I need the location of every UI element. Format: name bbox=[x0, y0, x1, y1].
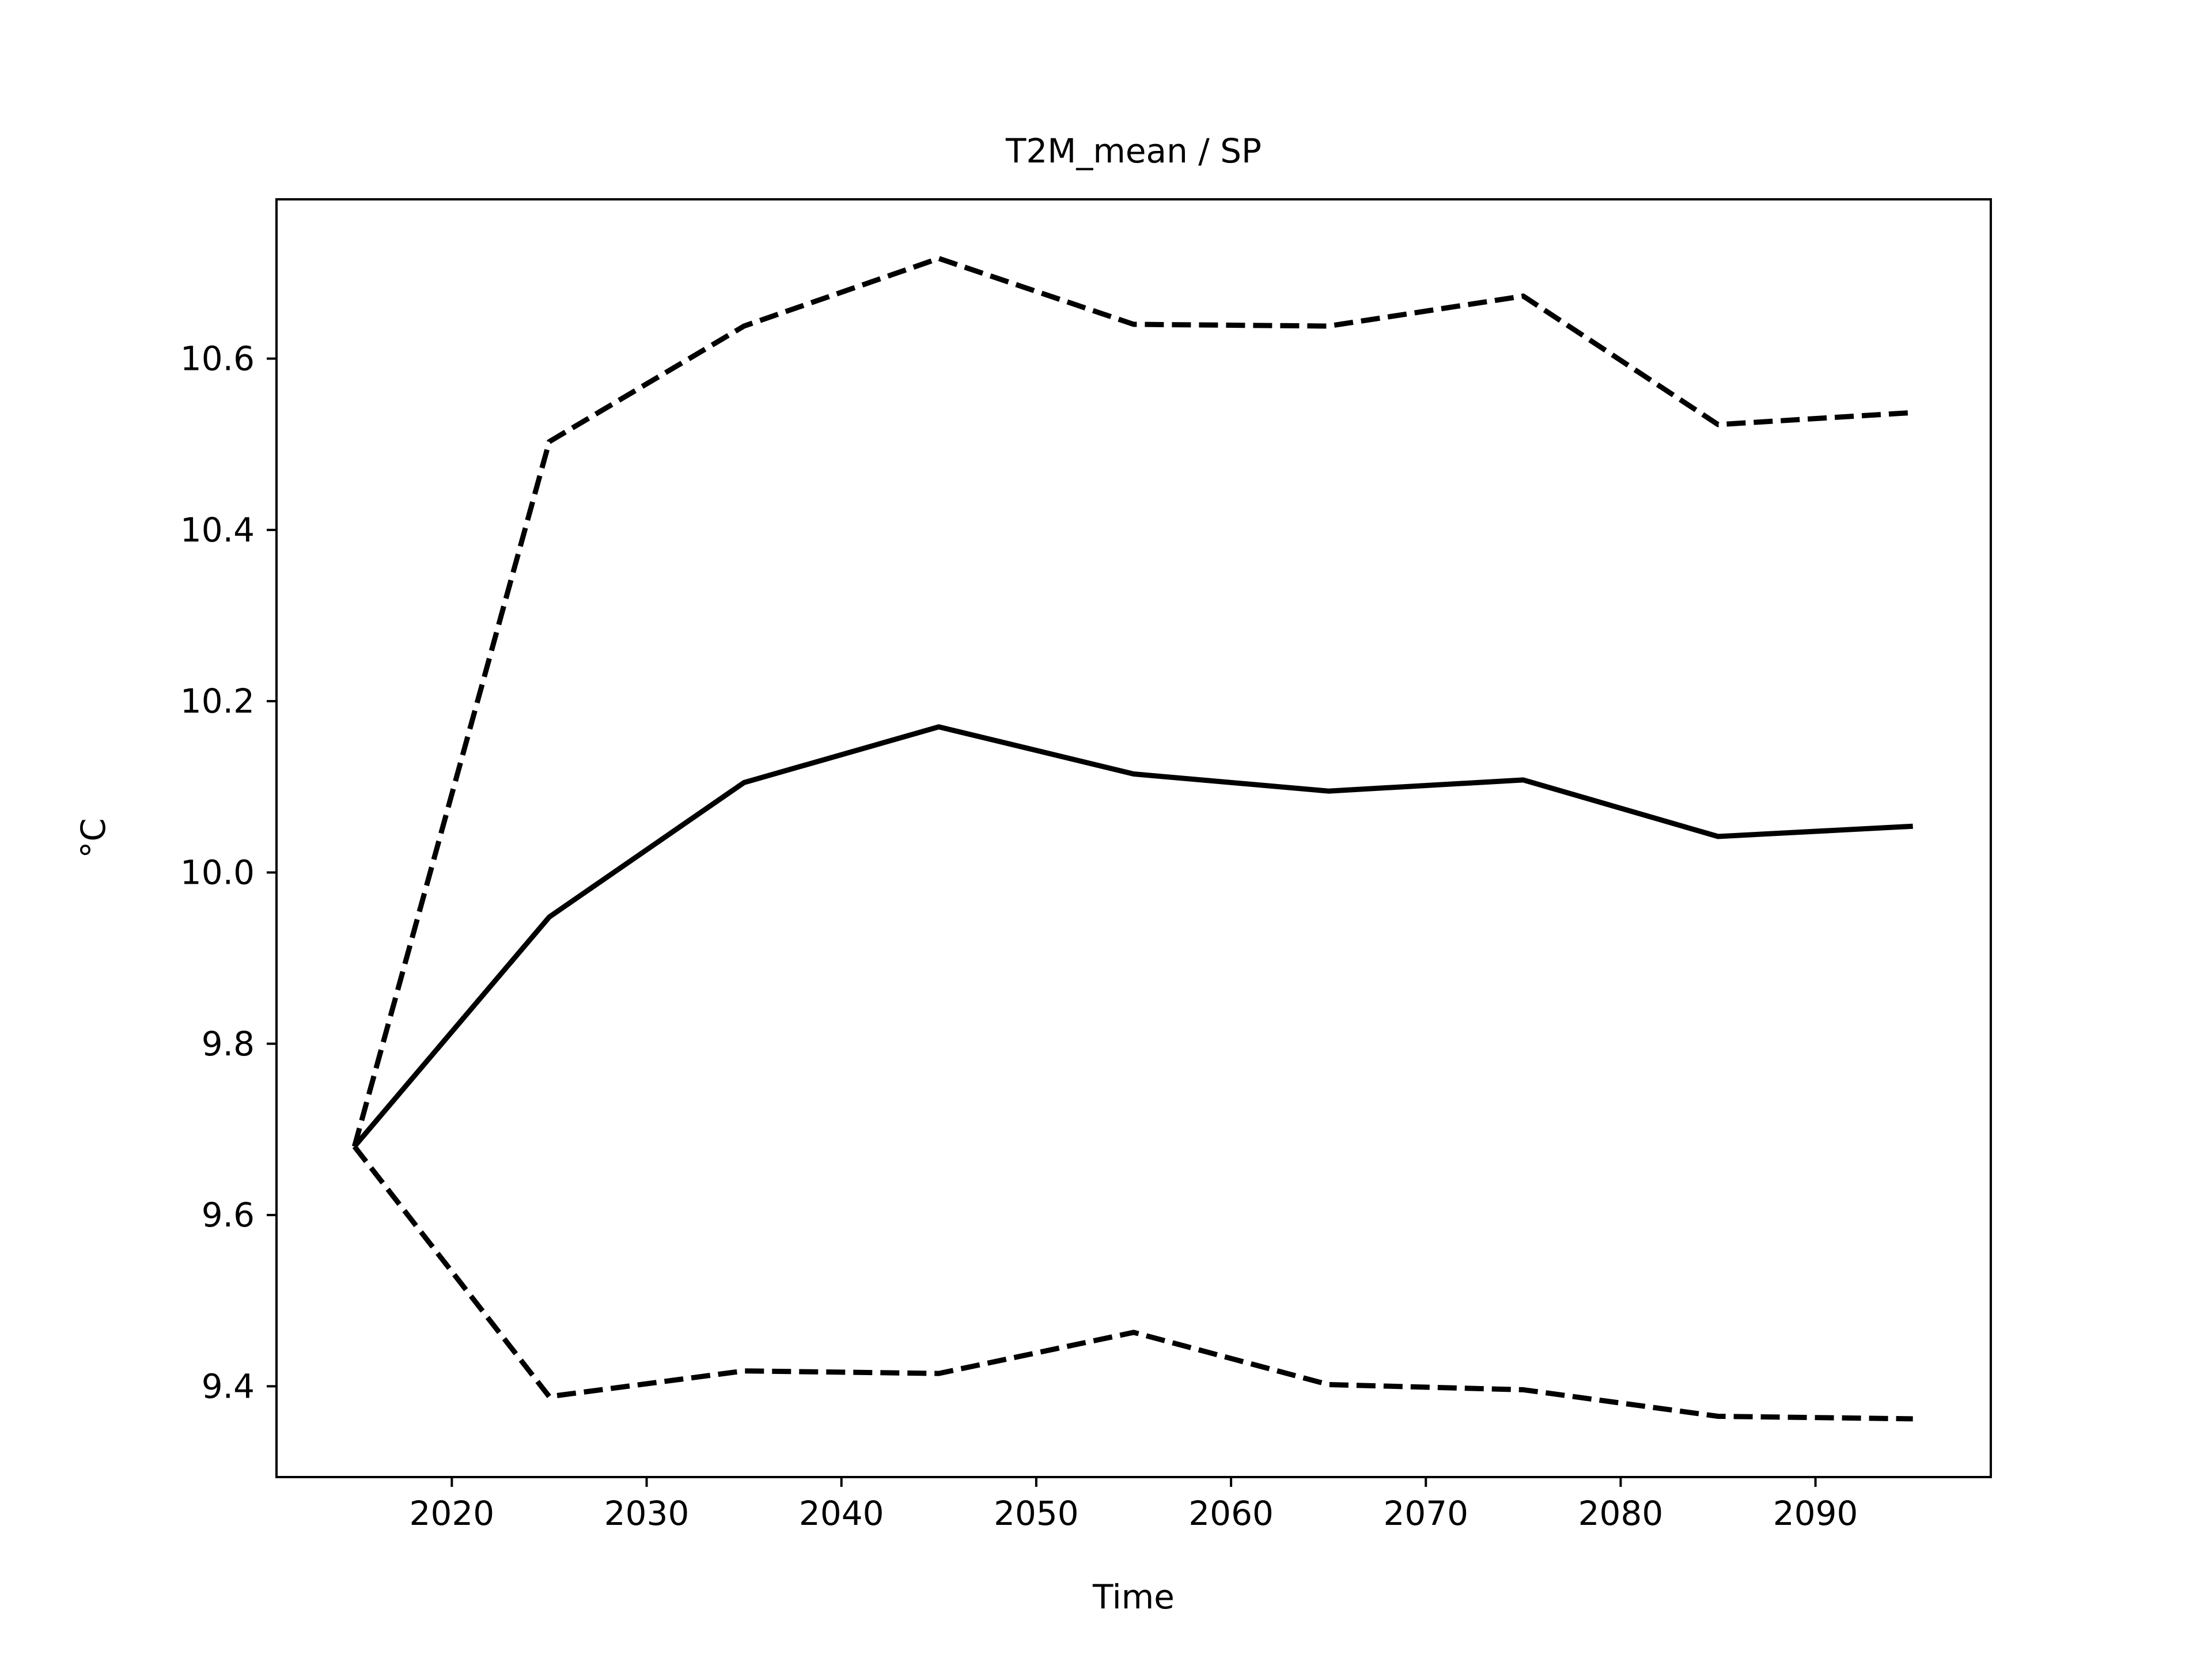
x-tick-label: 2020 bbox=[410, 1494, 495, 1533]
y-tick-label: 10.4 bbox=[180, 510, 255, 550]
y-tick-label: 10.6 bbox=[180, 339, 255, 378]
x-tick-label: 2050 bbox=[994, 1494, 1079, 1533]
series-line-1 bbox=[354, 259, 1912, 1147]
y-tick-label: 9.8 bbox=[202, 1024, 255, 1063]
y-tick-label: 10.2 bbox=[180, 682, 255, 721]
x-axis-label: Time bbox=[1092, 1577, 1175, 1616]
x-tick-label: 2030 bbox=[604, 1494, 690, 1533]
x-tick-label: 2040 bbox=[799, 1494, 884, 1533]
series-line-2 bbox=[354, 1146, 1912, 1419]
y-tick-label: 9.4 bbox=[202, 1366, 255, 1406]
x-tick-label: 2080 bbox=[1578, 1494, 1664, 1533]
chart-title: T2M_mean / SP bbox=[1005, 131, 1262, 171]
y-tick-label: 9.6 bbox=[202, 1195, 255, 1235]
series-line-0 bbox=[354, 727, 1912, 1147]
x-tick-label: 2070 bbox=[1383, 1494, 1468, 1533]
y-axis-label: °C bbox=[74, 818, 113, 858]
y-tick-label: 10.0 bbox=[180, 853, 255, 892]
x-tick-label: 2090 bbox=[1773, 1494, 1858, 1533]
x-tick-label: 2060 bbox=[1188, 1494, 1274, 1533]
series-layer bbox=[354, 259, 1913, 1419]
